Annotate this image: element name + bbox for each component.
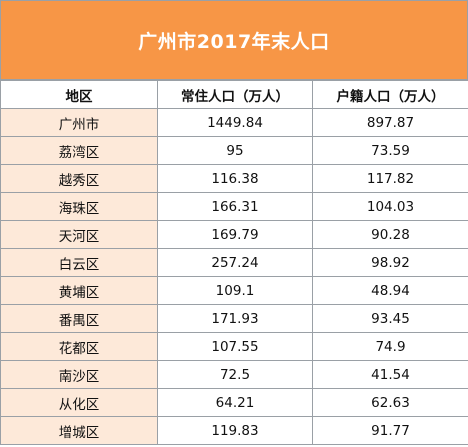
registered-cell: 897.87 xyxy=(312,108,468,137)
table-header-row: 地区 常住人口（万人） 户籍人口（万人） xyxy=(0,80,468,109)
district-cell: 白云区 xyxy=(0,248,158,277)
resident-cell: 107.55 xyxy=(157,332,313,361)
population-table: 地区 常住人口（万人） 户籍人口（万人） 广州市 1449.84 897.87 … xyxy=(0,80,468,445)
header-district: 地区 xyxy=(0,80,158,109)
registered-cell: 91.77 xyxy=(312,416,468,445)
header-resident-population: 常住人口（万人） xyxy=(157,80,313,109)
district-cell: 广州市 xyxy=(0,108,158,137)
resident-cell: 109.1 xyxy=(157,276,313,305)
resident-cell: 72.5 xyxy=(157,360,313,389)
table-row: 白云区 257.24 98.92 xyxy=(0,248,468,277)
district-cell: 花都区 xyxy=(0,332,158,361)
table-row: 广州市 1449.84 897.87 xyxy=(0,108,468,137)
district-cell: 越秀区 xyxy=(0,164,158,193)
header-registered-population: 户籍人口（万人） xyxy=(312,80,468,109)
resident-cell: 1449.84 xyxy=(157,108,313,137)
registered-cell: 73.59 xyxy=(312,136,468,165)
district-cell: 增城区 xyxy=(0,416,158,445)
resident-cell: 166.31 xyxy=(157,192,313,221)
registered-cell: 90.28 xyxy=(312,220,468,249)
table-row: 花都区 107.55 74.9 xyxy=(0,332,468,361)
resident-cell: 64.21 xyxy=(157,388,313,417)
registered-cell: 93.45 xyxy=(312,304,468,333)
page-title: 广州市2017年末人口 xyxy=(138,30,330,53)
registered-cell: 41.54 xyxy=(312,360,468,389)
registered-cell: 104.03 xyxy=(312,192,468,221)
district-cell: 黄埔区 xyxy=(0,276,158,305)
table-row: 越秀区 116.38 117.82 xyxy=(0,164,468,193)
district-cell: 南沙区 xyxy=(0,360,158,389)
table-row: 从化区 64.21 62.63 xyxy=(0,388,468,417)
registered-cell: 74.9 xyxy=(312,332,468,361)
table-row: 海珠区 166.31 104.03 xyxy=(0,192,468,221)
registered-cell: 117.82 xyxy=(312,164,468,193)
table-row: 荔湾区 95 73.59 xyxy=(0,136,468,165)
registered-cell: 62.63 xyxy=(312,388,468,417)
resident-cell: 116.38 xyxy=(157,164,313,193)
table-row: 天河区 169.79 90.28 xyxy=(0,220,468,249)
table-row: 番禺区 171.93 93.45 xyxy=(0,304,468,333)
district-cell: 从化区 xyxy=(0,388,158,417)
resident-cell: 95 xyxy=(157,136,313,165)
resident-cell: 171.93 xyxy=(157,304,313,333)
registered-cell: 98.92 xyxy=(312,248,468,277)
resident-cell: 257.24 xyxy=(157,248,313,277)
registered-cell: 48.94 xyxy=(312,276,468,305)
district-cell: 番禺区 xyxy=(0,304,158,333)
table-row: 增城区 119.83 91.77 xyxy=(0,416,468,445)
table-row: 黄埔区 109.1 48.94 xyxy=(0,276,468,305)
district-cell: 海珠区 xyxy=(0,192,158,221)
table-row: 南沙区 72.5 41.54 xyxy=(0,360,468,389)
resident-cell: 169.79 xyxy=(157,220,313,249)
district-cell: 荔湾区 xyxy=(0,136,158,165)
district-cell: 天河区 xyxy=(0,220,158,249)
resident-cell: 119.83 xyxy=(157,416,313,445)
title-bar: 广州市2017年末人口 xyxy=(0,0,468,80)
